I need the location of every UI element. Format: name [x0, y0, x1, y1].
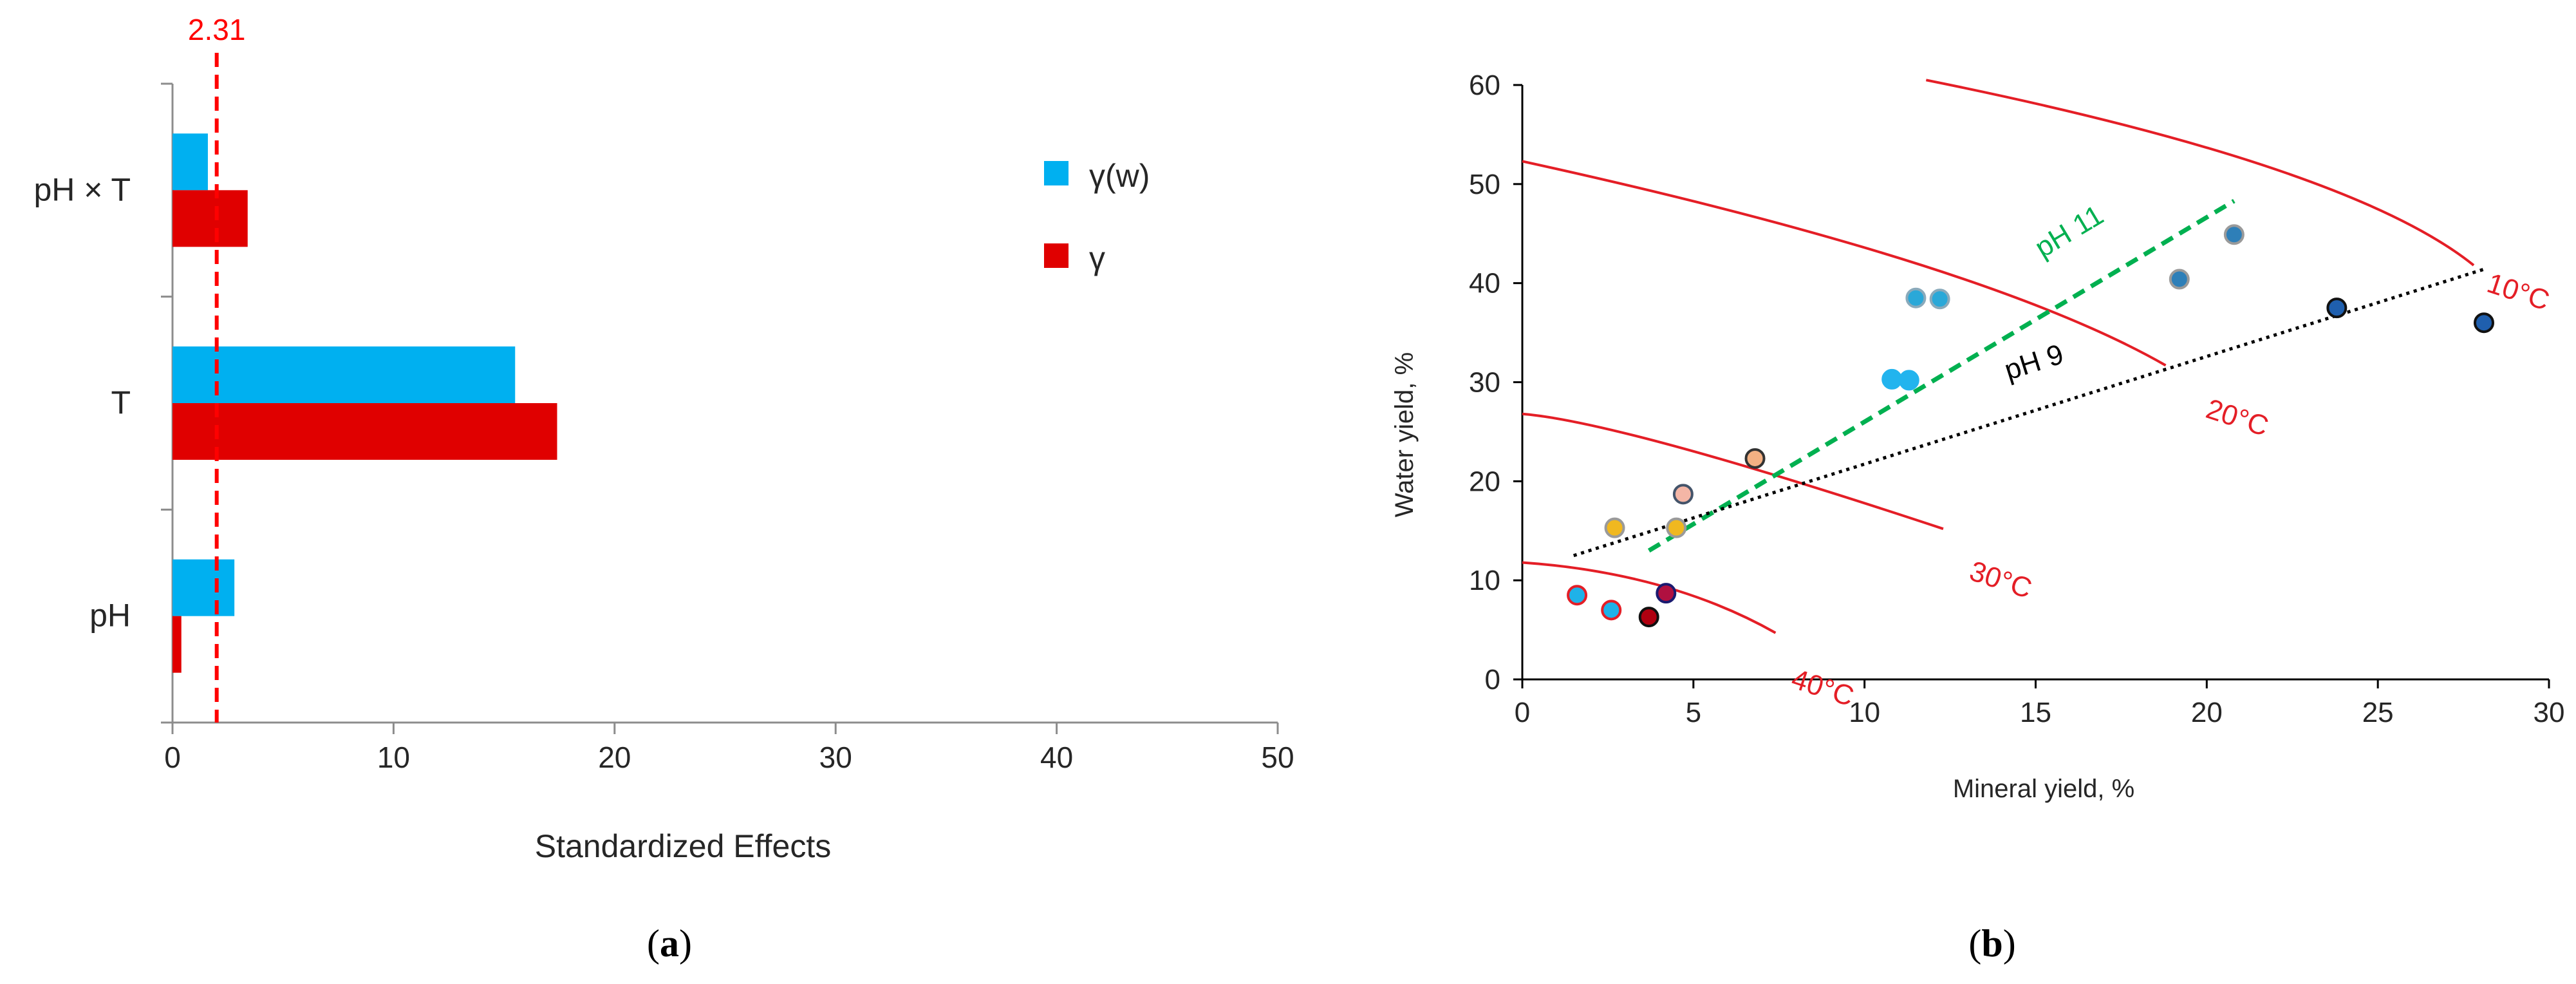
bar-chart-legend: γ(w) γ	[1044, 158, 1150, 276]
data-point	[2473, 312, 2494, 334]
isotherm-label: 30°C	[1966, 555, 2036, 605]
bar-chart-bars	[173, 133, 557, 673]
x-tick-label: 50	[1261, 741, 1294, 774]
data-point	[1672, 484, 1694, 505]
trend-line	[1647, 198, 2235, 553]
x-tick-label: 15	[2020, 697, 2051, 728]
data-point	[1567, 585, 1588, 606]
isotherm-curve	[1522, 160, 2167, 367]
scatter-chart-axes	[1513, 84, 2550, 688]
scatter-points	[1567, 224, 2494, 628]
bar	[173, 616, 182, 673]
y-tick-label: 50	[1469, 169, 1500, 200]
data-point	[1905, 287, 1927, 308]
x-tick-label: 10	[1849, 697, 1880, 728]
x-tick-label: 40	[1040, 741, 1073, 774]
x-axis-title: Mineral yield, %	[1953, 775, 2134, 803]
data-point	[1881, 368, 1903, 390]
data-point	[1638, 607, 1659, 628]
panel-caption-b-letter: b	[1981, 922, 2002, 965]
y-tick-label: 30	[1469, 367, 1500, 399]
scatter-chart-panel: 0 5 10 15 20 25 30 0 10 20 30 40 50 60 10°C 20°C 30°C 40…	[1390, 70, 2564, 965]
legend-swatch	[1044, 161, 1069, 185]
category-label: T	[111, 384, 131, 421]
legend-swatch	[1044, 243, 1069, 268]
panel-caption-a: (a)	[647, 922, 692, 965]
data-point	[2223, 224, 2245, 245]
scatter-chart-tick-labels: 0 5 10 15 20 25 30 0 10 20 30 40 50 60	[1469, 70, 2564, 728]
ph-trend-lines: pH 11 pH 9	[1573, 198, 2485, 558]
isotherm-curve	[1522, 412, 1944, 531]
critical-value-label: 2.31	[188, 13, 246, 46]
data-point	[2326, 298, 2347, 319]
isotherm-label: 10°C	[2483, 267, 2553, 317]
category-label: pH × T	[33, 171, 131, 207]
isotherm-curve	[1925, 79, 2475, 267]
data-point	[1656, 583, 1677, 604]
legend-label: γ(w)	[1089, 158, 1150, 194]
x-tick-label: 30	[819, 741, 852, 774]
y-tick-label: 40	[1469, 268, 1500, 299]
bar	[173, 133, 208, 191]
bar	[173, 190, 248, 247]
data-point	[1601, 600, 1622, 621]
x-tick-label: 10	[377, 741, 410, 774]
x-tick-label: 5	[1686, 697, 1701, 728]
x-tick-label: 0	[1515, 697, 1530, 728]
y-tick-label: 0	[1485, 664, 1500, 695]
critical-value-line: 2.31	[188, 13, 246, 723]
x-tick-label: 20	[598, 741, 631, 774]
trend-line-label: pH 11	[2030, 199, 2109, 264]
bar	[173, 346, 516, 403]
panel-caption-b: (b)	[1968, 922, 2015, 965]
x-axis-title: Standardized Effects	[535, 828, 831, 864]
category-label: pH	[89, 598, 131, 634]
bar-chart-tick-labels: 0 10 20 30 40 50 pH TpH × T	[33, 171, 1294, 774]
isotherm-label: 20°C	[2202, 393, 2272, 442]
trend-line-label: pH 9	[2001, 338, 2067, 386]
legend-label: γ	[1089, 240, 1105, 276]
isotherm-curve	[1522, 561, 1777, 634]
data-point	[1898, 370, 1919, 391]
bar	[173, 559, 235, 616]
x-tick-label: 25	[2362, 697, 2394, 728]
y-tick-label: 10	[1469, 565, 1500, 596]
data-point	[1929, 289, 1950, 310]
panel-caption-a-letter: a	[660, 922, 679, 965]
data-point	[1744, 448, 1766, 469]
isotherm-curves: 10°C 20°C 30°C 40°C	[1522, 79, 2553, 713]
data-point	[1666, 517, 1687, 538]
bar-chart-panel: 0 10 20 30 40 50 pH TpH × T 2.31 Standardized E…	[33, 13, 1294, 965]
bar	[173, 403, 557, 460]
x-tick-label: 30	[2534, 697, 2565, 728]
x-tick-label: 20	[2191, 697, 2223, 728]
isotherm-label: 40°C	[1787, 663, 1858, 713]
data-point	[2169, 269, 2190, 290]
y-tick-label: 20	[1469, 466, 1500, 497]
y-axis-title: Water yield, %	[1390, 352, 1419, 517]
data-point	[1604, 517, 1625, 538]
x-tick-label: 0	[164, 741, 181, 774]
y-tick-label: 60	[1469, 70, 1500, 101]
